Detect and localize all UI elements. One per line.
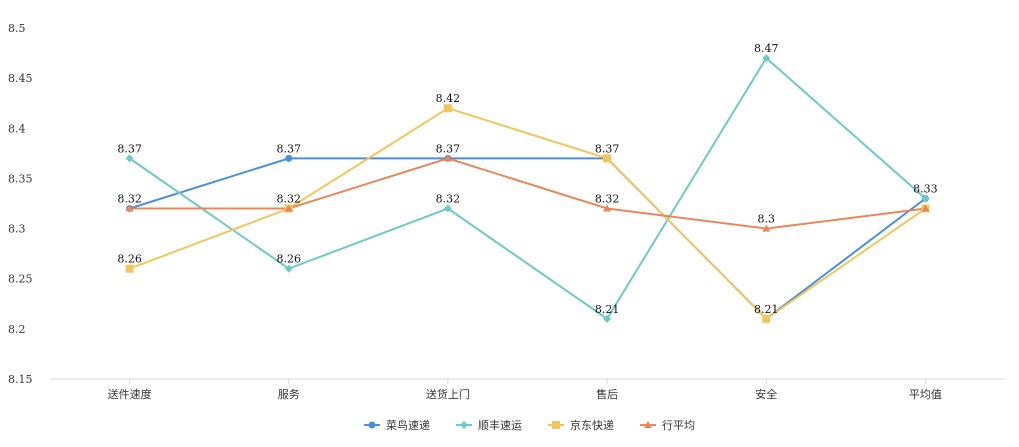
data-label: 8.21	[595, 303, 620, 316]
legend-label: 京东快递	[570, 418, 614, 432]
data-point	[285, 154, 293, 162]
data-point	[443, 104, 452, 113]
data-point	[762, 224, 771, 232]
series-line-顺丰速运	[129, 56, 927, 321]
legend-label: 菜鸟速递	[386, 418, 430, 432]
data-point	[603, 314, 612, 323]
data-point	[460, 421, 468, 429]
data-point	[284, 264, 293, 273]
data-point	[921, 194, 930, 203]
y-tick-label: 8.45	[8, 72, 33, 85]
data-point	[443, 204, 452, 213]
data-label: 8.47	[754, 42, 779, 55]
y-tick-label: 8.15	[8, 373, 33, 386]
y-tick-label: 8.5	[8, 22, 26, 35]
data-point	[644, 421, 652, 428]
x-tick-label: 售后	[596, 387, 618, 401]
x-tick-label: 安全	[755, 387, 777, 401]
series-line-行平均	[129, 157, 926, 230]
y-tick-label: 8.2	[8, 323, 26, 336]
data-point	[552, 421, 560, 429]
y-tick-label: 8.3	[8, 223, 26, 236]
data-label: 8.32	[436, 193, 461, 206]
data-label: 8.21	[754, 303, 779, 316]
data-label: 8.32	[595, 193, 620, 206]
x-tick-label: 服务	[278, 388, 300, 401]
data-label: 8.26	[277, 253, 302, 266]
series-line-京东快递	[129, 107, 926, 321]
data-label: 8.26	[117, 253, 142, 266]
data-label: 8.3	[758, 213, 776, 226]
data-label: 8.37	[595, 142, 620, 155]
data-point	[125, 264, 134, 273]
y-tick-label: 8.4	[8, 122, 26, 135]
data-point	[603, 154, 612, 163]
x-tick-label: 送件速度	[108, 387, 152, 401]
data-point	[443, 154, 452, 162]
data-point	[603, 204, 612, 212]
data-label: 8.32	[117, 193, 142, 206]
data-point	[125, 154, 134, 163]
data-point	[762, 314, 771, 323]
x-tick-label: 平均值	[909, 388, 942, 401]
data-label: 8.37	[436, 142, 461, 155]
data-point	[368, 421, 376, 429]
data-point	[125, 204, 134, 212]
data-point	[284, 204, 293, 212]
x-tick-label: 送货上门	[426, 387, 470, 401]
data-label: 8.33	[913, 182, 938, 195]
y-tick-label: 8.35	[8, 172, 33, 185]
data-label: 8.42	[436, 92, 461, 105]
legend-label: 行平均	[662, 419, 695, 432]
legend-label: 顺丰速运	[478, 419, 522, 432]
y-tick-label: 8.25	[8, 273, 33, 286]
series-line-菜鸟速递	[129, 157, 927, 321]
data-label: 8.32	[277, 193, 302, 206]
data-point	[762, 54, 771, 63]
data-label: 8.37	[277, 142, 302, 155]
data-point	[921, 204, 930, 212]
data-label: 8.37	[117, 142, 142, 155]
